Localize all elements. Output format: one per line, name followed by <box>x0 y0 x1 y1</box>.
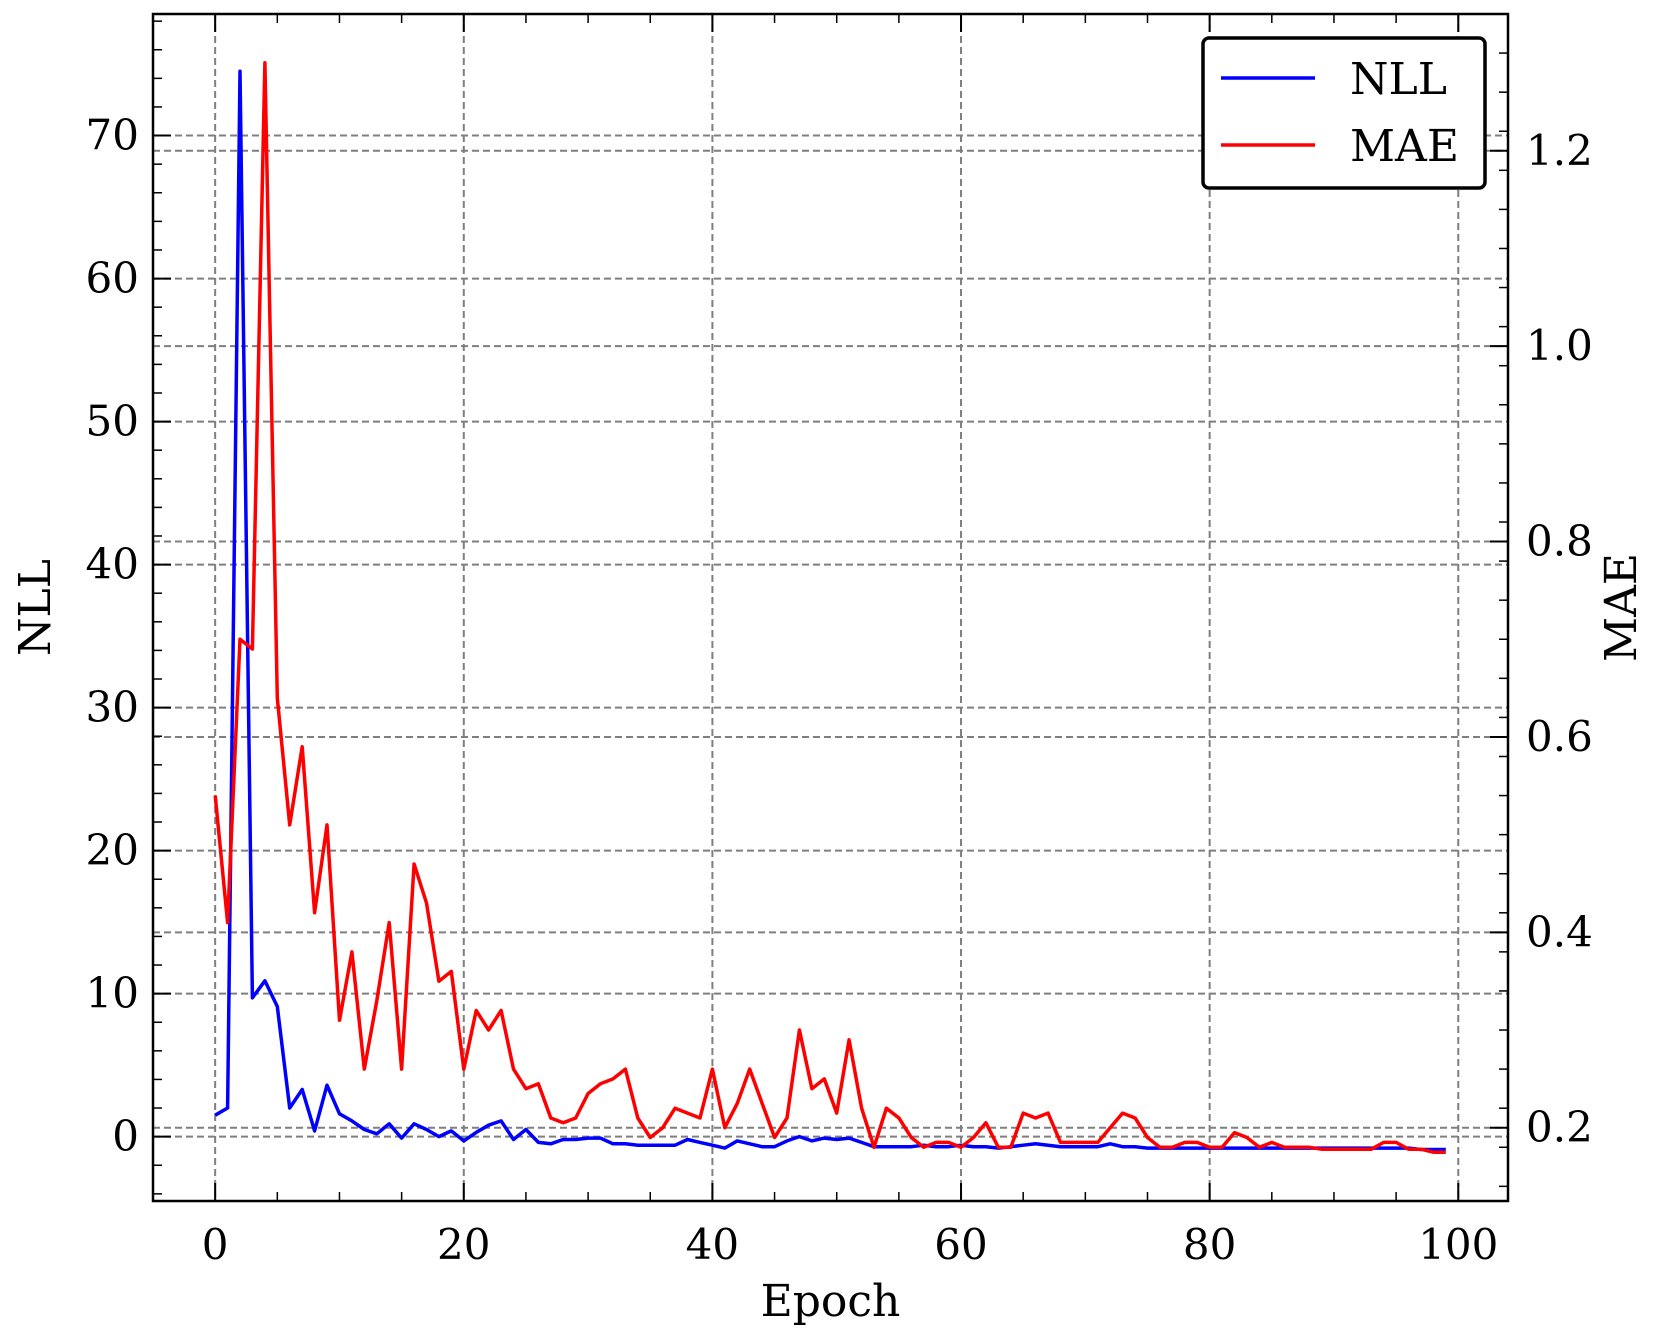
y-tick-label-left: 10 <box>86 969 139 1018</box>
y-tick-label-left: 70 <box>86 111 139 160</box>
tick-labels: 0 20 40 60 80 100 0 10 20 30 40 50 60 70 0.2 0.4 0.6 0.8 1… <box>86 111 1593 1269</box>
y-tick-label-left: 50 <box>86 397 139 446</box>
y-tick-label-right: 1.2 <box>1526 126 1593 175</box>
series-line-nll <box>214 69 1446 1152</box>
plot-area-frame <box>151 12 1510 1203</box>
y-tick-label-left: 0 <box>112 1112 139 1161</box>
x-tick-label: 80 <box>1183 1220 1236 1269</box>
y-tick-label-left: 20 <box>86 826 139 875</box>
gridlines <box>153 14 1508 1201</box>
x-tick-label: 100 <box>1418 1220 1498 1269</box>
y-tick-label-left: 30 <box>86 683 139 732</box>
series-line-mae <box>213 61 1446 1154</box>
axis-ticks <box>153 13 1508 1201</box>
series-lines <box>213 61 1446 1154</box>
y-tick-label-right: 0.6 <box>1526 712 1593 761</box>
legend: NLL MAE <box>1201 36 1487 190</box>
y-tick-label-left: 60 <box>86 254 139 303</box>
x-axis-title: Epoch <box>761 1276 901 1327</box>
legend-box <box>1201 36 1487 190</box>
legend-label-mae: MAE <box>1350 121 1459 172</box>
y-tick-label-right: 0.4 <box>1526 907 1593 956</box>
x-tick-label: 0 <box>202 1220 229 1269</box>
y-tick-label-left: 40 <box>86 540 139 589</box>
y-tick-label-right: 1.0 <box>1526 321 1593 370</box>
x-tick-label: 40 <box>686 1220 739 1269</box>
y-axis-title-left: NLL <box>10 559 61 656</box>
x-tick-label: 20 <box>437 1220 490 1269</box>
legend-label-nll: NLL <box>1350 54 1447 105</box>
y-tick-label-right: 0.8 <box>1526 517 1593 566</box>
y-tick-label-right: 0.2 <box>1526 1103 1593 1152</box>
y-axis-title-right: MAE <box>1596 553 1647 662</box>
x-tick-label: 60 <box>934 1220 987 1269</box>
